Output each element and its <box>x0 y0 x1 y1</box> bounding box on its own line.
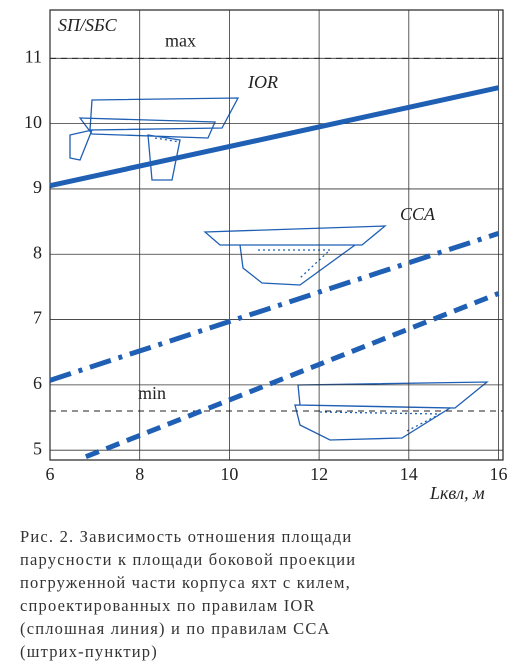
reference-label: max <box>165 30 196 50</box>
caption-line: погруженной части корпуса яхт с килем, <box>20 573 351 592</box>
caption-line: Рис. 2. Зависимость отношения площади <box>20 527 352 546</box>
reference-label: min <box>138 383 166 403</box>
series-line <box>49 85 500 189</box>
series-line <box>84 291 500 460</box>
x-axis-label: Lквл, м <box>429 483 485 503</box>
y-tick-label: 5 <box>33 438 42 458</box>
y-tick-label: 10 <box>24 112 42 132</box>
y-tick-label: 6 <box>33 373 42 393</box>
x-tick-label: 14 <box>400 464 418 484</box>
y-tick-label: 9 <box>33 177 42 197</box>
series-label: CCA <box>400 204 436 224</box>
series-label: IOR <box>247 72 278 92</box>
x-tick-label: 8 <box>135 464 144 484</box>
series-line <box>49 230 500 383</box>
x-tick-label: 16 <box>490 464 508 484</box>
y-tick-label: 8 <box>33 242 42 262</box>
caption-line: (штрих-пунктир) <box>20 642 158 661</box>
y-tick-label: 11 <box>25 46 42 66</box>
x-tick-label: 12 <box>310 464 328 484</box>
boat-sketches <box>69 97 489 441</box>
caption-line: парусности к площади боковой проекции <box>20 550 356 569</box>
caption-line: спроектированных по правилам IOR <box>20 596 316 615</box>
caption-line: (сплошная линия) и по правилам CCA <box>20 619 331 638</box>
y-tick-label: 7 <box>33 308 42 328</box>
x-tick-label: 10 <box>220 464 238 484</box>
y-axis-label: SП/SБС <box>58 15 118 35</box>
x-tick-label: 6 <box>46 464 55 484</box>
